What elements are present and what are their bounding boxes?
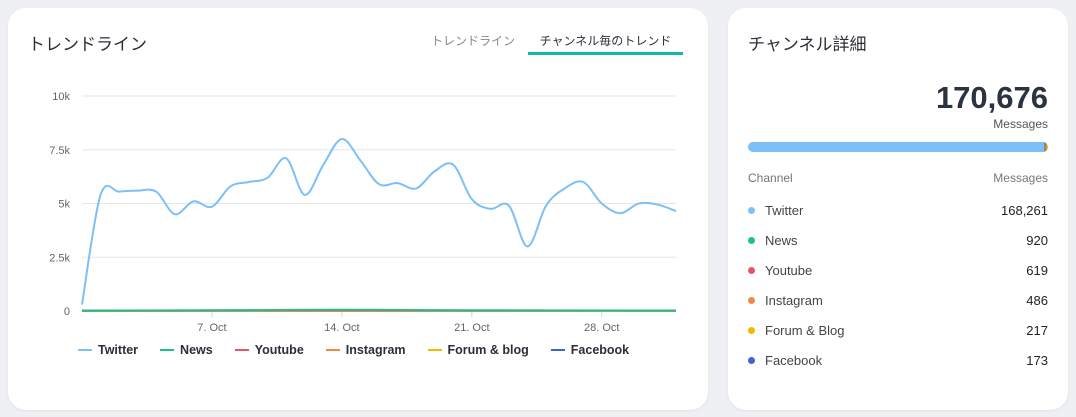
channel-color-dot	[748, 266, 755, 274]
share-bar-segment	[748, 142, 1044, 152]
legend-item[interactable]: News	[160, 343, 213, 357]
series-line-twitter	[81, 138, 677, 305]
legend-label: News	[180, 343, 213, 357]
channel-row: Youtube 619	[748, 260, 1048, 280]
legend-label: Forum & blog	[447, 343, 529, 357]
trend-card-title: トレンドライン	[28, 35, 147, 55]
channel-row: News 920	[748, 230, 1048, 250]
legend-item[interactable]: Facebook	[550, 343, 630, 357]
channel-message-count: 173	[1026, 352, 1048, 368]
chart-legend: Twitter News Youtube Instagram Forum & blog F…	[78, 343, 629, 357]
channel-row: Forum & Blog 217	[748, 320, 1048, 340]
trend-line-chart: 0 2.5k 5k 7.5k 10k 7. Oct 14. Oct 21. Oct 28. Oc…	[49, 91, 677, 334]
channel-color-dot	[748, 296, 755, 304]
messages-column-header: Messages	[993, 171, 1048, 185]
series-line-news	[81, 308, 677, 312]
x-tick-label: 28. Oct	[584, 322, 619, 334]
channel-detail-card: チャンネル詳細 170,676 Messages Channel Message…	[728, 8, 1068, 410]
y-tick-label: 0	[64, 306, 70, 318]
legend-swatch	[78, 349, 92, 351]
share-bar-segment	[1046, 142, 1048, 152]
legend-swatch	[427, 349, 442, 351]
total-messages-unit: Messages	[993, 117, 1048, 131]
legend-item[interactable]: Instagram	[325, 343, 406, 357]
legend-swatch	[160, 349, 175, 351]
channel-color-dot	[748, 326, 755, 334]
channel-name: Instagram	[765, 292, 823, 308]
x-tick-label: 7. Oct	[197, 322, 226, 334]
channel-name: Facebook	[765, 352, 823, 368]
channel-message-count: 217	[1026, 322, 1048, 338]
share-bar-segment	[1045, 142, 1047, 152]
channel-row: Twitter 168,261	[748, 200, 1048, 220]
legend-item[interactable]: Youtube	[234, 343, 304, 357]
tab-trendline[interactable]: トレンドライン	[430, 34, 515, 48]
x-tick-label: 21. Oct	[454, 322, 489, 334]
channel-message-count: 168,261	[1001, 202, 1048, 218]
legend-label: Facebook	[570, 343, 630, 357]
legend-label: Twitter	[98, 343, 139, 357]
legend-label: Youtube	[254, 343, 304, 357]
channel-message-count: 486	[1026, 292, 1048, 308]
channel-row: Facebook 173	[748, 350, 1048, 370]
channel-detail-title: チャンネル詳細	[748, 35, 867, 55]
channel-name: Twitter	[765, 202, 804, 218]
total-messages-value: 170,676	[935, 80, 1048, 115]
channel-name: Forum & Blog	[765, 322, 845, 338]
legend-item[interactable]: Forum & blog	[427, 343, 529, 357]
share-bar-segment	[1043, 142, 1046, 152]
channel-color-dot	[748, 356, 755, 364]
channel-row: Instagram 486	[748, 290, 1048, 310]
channel-message-count: 920	[1026, 232, 1048, 248]
channel-color-dot	[748, 236, 755, 244]
x-tick-label: 14. Oct	[324, 322, 359, 334]
channel-column-header: Channel	[748, 171, 793, 185]
channel-name: News	[765, 232, 798, 248]
y-tick-label: 5k	[58, 199, 70, 211]
channel-message-count: 619	[1026, 262, 1048, 278]
legend-swatch	[234, 349, 249, 351]
y-tick-label: 10k	[52, 91, 70, 103]
legend-swatch	[325, 349, 340, 351]
channel-color-dot	[748, 206, 755, 214]
legend-swatch	[550, 349, 565, 351]
legend-label: Instagram	[345, 343, 406, 357]
channel-name: Youtube	[765, 262, 813, 278]
y-tick-label: 2.5k	[49, 252, 70, 264]
tab-channel-trend[interactable]: チャンネル毎のトレンド	[539, 34, 672, 48]
channel-share-bar	[748, 142, 1048, 152]
trend-card: トレンドライン トレンドライン チャンネル毎のトレンド 0 2.5k 5k 7.5k 1…	[8, 8, 708, 410]
y-tick-label: 7.5k	[49, 145, 70, 157]
active-tab-indicator	[528, 52, 683, 55]
legend-item[interactable]: Twitter	[78, 343, 138, 357]
